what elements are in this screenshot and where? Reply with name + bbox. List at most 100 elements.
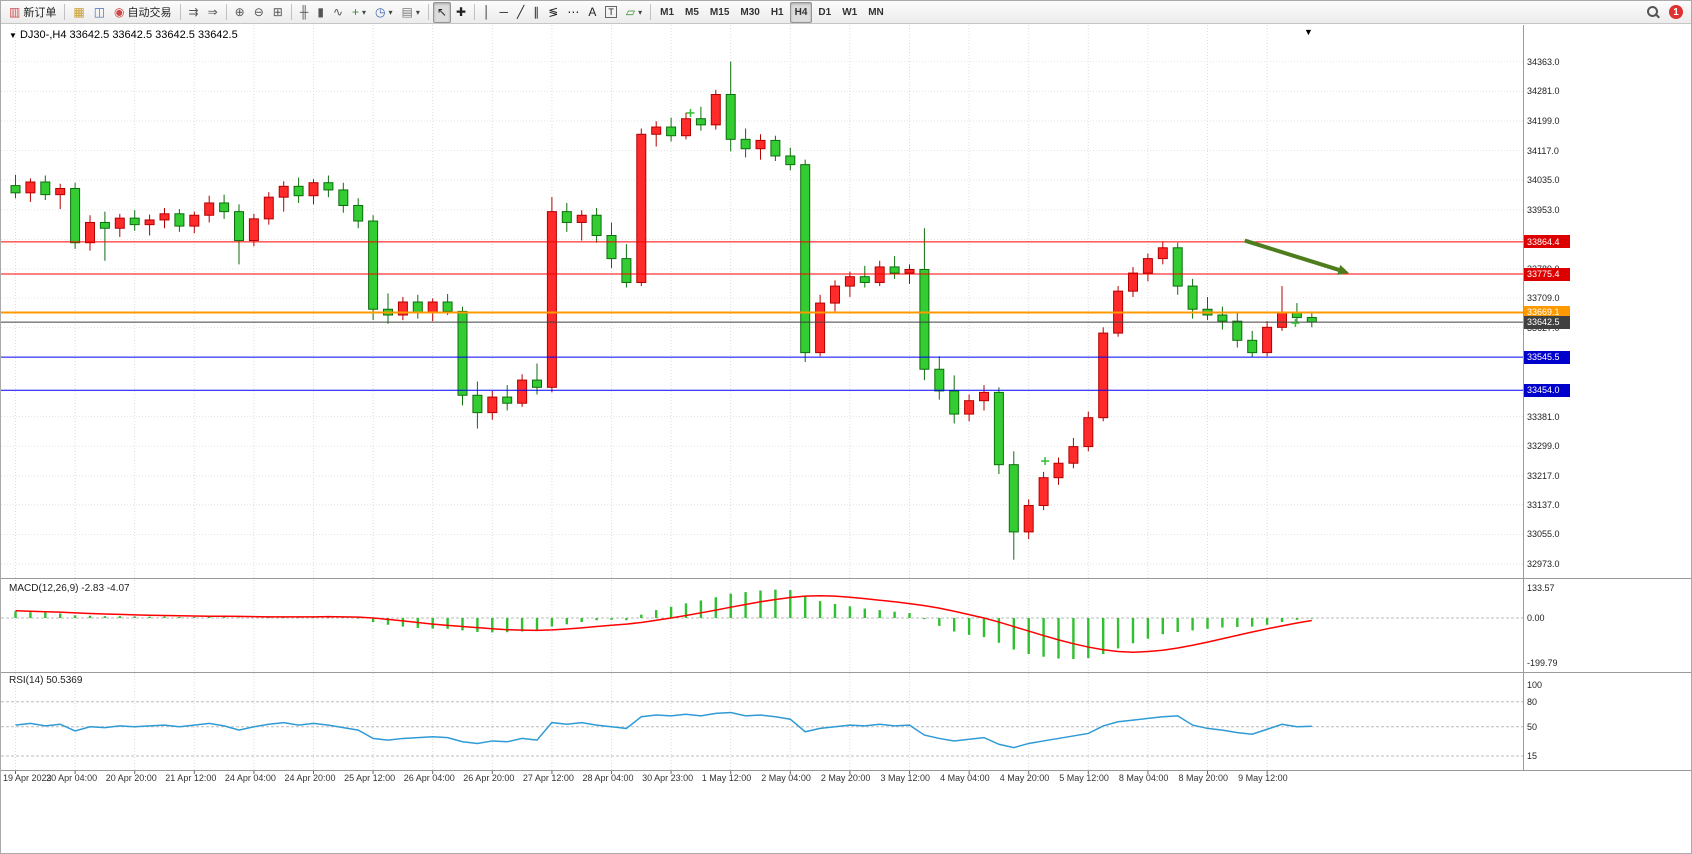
candle-body bbox=[874, 266, 885, 283]
toolbar: ▥ 新订单 ▦ ◫ ◉ 自动交易 ⇉ ⇒ ⊕ ⊖ ⊞ ╫ ▮ ∿ + ▾ ◷ ▾ ▤ ▾ ↖ ✚ │ ─ ╱ ∥ ≶ ⋯ A T ▱ ▾ M1 M… bbox=[1, 1, 1691, 24]
candlestick-series bbox=[10, 61, 1317, 560]
candle-body bbox=[800, 164, 811, 354]
periodicity-button[interactable]: ◷ ▾ bbox=[371, 2, 397, 23]
candle-body bbox=[1217, 314, 1228, 322]
candle-body bbox=[457, 310, 468, 396]
candle-body bbox=[532, 379, 542, 388]
vertical-line-button[interactable]: │ bbox=[479, 2, 495, 23]
candle-body bbox=[1247, 339, 1258, 354]
period-button-mn[interactable]: MN bbox=[868, 6, 884, 18]
green-arrow-annotation[interactable] bbox=[1244, 238, 1350, 275]
templates-button[interactable]: ▤ ▾ bbox=[398, 2, 424, 23]
grid-button[interactable]: ⋯ bbox=[563, 2, 583, 23]
profile-button[interactable]: ◫ bbox=[90, 2, 109, 23]
dropdown-arrow-icon[interactable]: ▾ bbox=[415, 7, 420, 17]
toolbar-separator bbox=[290, 4, 292, 20]
period-button-h1[interactable]: H1 bbox=[770, 6, 784, 18]
periodicity-icon: ◷ bbox=[375, 5, 386, 19]
autotrade-icon: ◉ bbox=[114, 5, 125, 19]
label-button[interactable]: T bbox=[601, 2, 621, 23]
line-chart-button[interactable]: ∿ bbox=[329, 2, 347, 23]
candle-body bbox=[695, 118, 706, 126]
cursor-button[interactable]: ↖ bbox=[432, 1, 451, 23]
channel-button[interactable]: ∥ bbox=[529, 2, 543, 23]
candle-body bbox=[40, 181, 51, 196]
text-icon: A bbox=[588, 5, 597, 19]
scroll-to-end-icon[interactable]: ▼ bbox=[1304, 27, 1313, 37]
new-order-button[interactable]: ▥ 新订单 bbox=[5, 2, 60, 23]
candle-body bbox=[546, 211, 557, 388]
one-click-trading-collapse-icon[interactable]: ▼ bbox=[9, 31, 17, 40]
toolbar-separator bbox=[474, 4, 476, 20]
zoom-in-button[interactable]: ⊕ bbox=[231, 2, 249, 23]
autotrade-button[interactable]: ◉ 自动交易 bbox=[110, 2, 175, 23]
candle-body bbox=[487, 396, 498, 414]
dropdown-arrow-icon[interactable]: ▾ bbox=[638, 7, 643, 17]
candle-body bbox=[1008, 464, 1019, 533]
period-button-m1[interactable]: M1 bbox=[660, 6, 675, 18]
candle-body bbox=[710, 94, 721, 126]
period-button-h4[interactable]: H4 bbox=[789, 1, 813, 23]
shapes-icon: ▱ bbox=[625, 5, 636, 19]
auto-scroll-button[interactable]: ⇉ bbox=[185, 2, 203, 23]
candle-body bbox=[204, 202, 215, 216]
dropdown-arrow-icon[interactable]: ▾ bbox=[362, 7, 367, 17]
zoom-out-button[interactable]: ⊖ bbox=[250, 2, 268, 23]
charts-grid-button[interactable]: ▦ bbox=[69, 2, 88, 23]
candle-body bbox=[770, 139, 781, 157]
toolbar-separator bbox=[179, 4, 181, 20]
shapes-button[interactable]: ▱ ▾ bbox=[622, 2, 646, 23]
chart-region[interactable]: 19 Apr 2023 20 Apr 04:00 20 Apr 20:00 21 Ap… bbox=[1, 24, 1691, 853]
period-button-m30[interactable]: M30 bbox=[740, 6, 760, 18]
candle-body bbox=[323, 182, 334, 191]
candle-body bbox=[1187, 285, 1198, 310]
horizontal-line-button[interactable]: ─ bbox=[496, 2, 513, 23]
period-button-d1[interactable]: D1 bbox=[818, 6, 832, 18]
cross-marker[interactable] bbox=[686, 108, 695, 117]
new-chart-button[interactable]: + ▾ bbox=[348, 2, 370, 23]
toolbar-separator bbox=[427, 4, 429, 20]
candle-body bbox=[1172, 247, 1183, 287]
notification-badge[interactable]: 1 bbox=[1669, 5, 1683, 19]
candle-body bbox=[174, 213, 185, 227]
candle-body bbox=[397, 301, 408, 316]
candle-body bbox=[979, 391, 989, 402]
candle-body bbox=[919, 268, 930, 370]
candle-body bbox=[859, 276, 870, 283]
candle-body bbox=[740, 138, 751, 150]
crosshair-button[interactable]: ✚ bbox=[452, 2, 470, 23]
candle-body bbox=[278, 185, 289, 198]
candle-body bbox=[234, 211, 244, 242]
candle-body bbox=[412, 301, 423, 314]
text-button[interactable]: A bbox=[584, 2, 600, 23]
bar-chart-button[interactable]: ╫ bbox=[296, 2, 313, 23]
bar-chart-icon: ╫ bbox=[299, 5, 309, 19]
candle-body bbox=[949, 390, 960, 415]
period-button-m5[interactable]: M5 bbox=[685, 6, 699, 18]
cross-marker[interactable] bbox=[1041, 457, 1050, 466]
search-button[interactable] bbox=[1643, 2, 1664, 23]
candle-body bbox=[1023, 505, 1034, 533]
cross-marker[interactable] bbox=[1291, 318, 1300, 327]
new-chart-icon: + bbox=[352, 5, 360, 19]
candle-body bbox=[964, 400, 975, 415]
candle-body bbox=[442, 301, 453, 312]
candle-body bbox=[1053, 462, 1064, 479]
tile-windows-button[interactable]: ⊞ bbox=[269, 2, 287, 23]
fibonacci-button[interactable]: ≶ bbox=[544, 2, 562, 23]
candle-body bbox=[889, 266, 900, 274]
dropdown-arrow-icon[interactable]: ▾ bbox=[388, 7, 393, 17]
period-button-w1[interactable]: W1 bbox=[842, 6, 858, 18]
candle-body bbox=[651, 126, 662, 135]
candle-body bbox=[55, 187, 66, 196]
candle-body bbox=[99, 221, 110, 229]
chart-shift-button[interactable]: ⇒ bbox=[204, 2, 222, 23]
rsi-line bbox=[15, 711, 1312, 749]
period-button-m15[interactable]: M15 bbox=[709, 6, 730, 18]
candlestick-chart-button[interactable]: ▮ bbox=[313, 2, 328, 23]
trendline-icon: ╱ bbox=[517, 5, 525, 19]
candle-body bbox=[1083, 417, 1094, 448]
candle-body bbox=[1142, 258, 1153, 274]
candle-body bbox=[159, 213, 170, 221]
trendline-button[interactable]: ╱ bbox=[513, 2, 528, 23]
